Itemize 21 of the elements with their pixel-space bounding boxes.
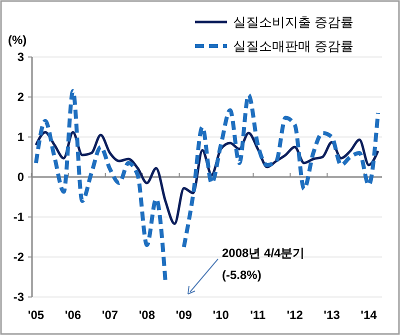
y-tick-label: 3	[17, 50, 24, 64]
x-tick-label: '08	[138, 308, 156, 322]
legend-label: 실질소비지출 증감률	[233, 14, 354, 30]
x-tick-label: '10	[212, 308, 230, 322]
y-tick-label: 2	[17, 90, 24, 104]
y-tick-label: -1	[13, 210, 24, 224]
x-tick-label: '13	[324, 308, 340, 322]
y-tick-label: 1	[17, 130, 24, 144]
x-tick-label: '07	[102, 308, 118, 322]
legend-label: 실질소매판매 증감률	[233, 38, 354, 54]
x-tick-label: '11	[250, 308, 266, 322]
annotation: 2008년 4/4분기 (-5.8%)	[222, 246, 305, 282]
x-tick-label: '05	[28, 308, 44, 322]
y-tick-label: -2	[13, 250, 24, 264]
y-tick-label: 0	[17, 170, 24, 184]
x-tick-label: '06	[64, 308, 82, 322]
x-tick-label: '14	[360, 308, 378, 322]
y-axis-title: (%)	[8, 33, 27, 47]
y-tick-label: -3	[13, 290, 24, 304]
x-tick-label: '12	[286, 308, 304, 322]
x-tick-label: '09	[176, 308, 192, 322]
